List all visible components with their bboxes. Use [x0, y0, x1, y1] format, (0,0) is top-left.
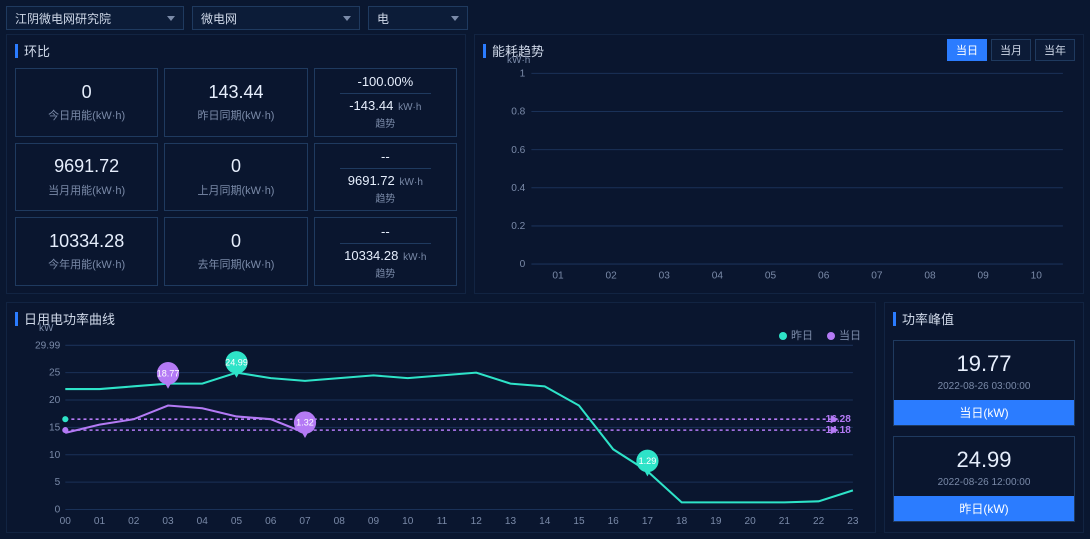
svg-text:09: 09	[978, 271, 990, 282]
svg-text:19: 19	[710, 516, 722, 527]
trend-button-1[interactable]: 当月	[991, 39, 1031, 61]
peak-title: 功率峰值	[885, 303, 1083, 332]
svg-text:15: 15	[49, 422, 61, 433]
svg-text:10: 10	[1031, 271, 1043, 282]
svg-text:20: 20	[745, 516, 757, 527]
svg-text:01: 01	[552, 271, 564, 282]
ratio-cell: 9691.72当月用能(kW·h)	[15, 143, 158, 212]
trend-button-0[interactable]: 当日	[947, 39, 987, 61]
svg-text:5: 5	[55, 477, 61, 488]
svg-text:10: 10	[402, 516, 414, 527]
power-panel: 日用电功率曲线 kW 昨日 当日 051015202529.9900010203…	[6, 302, 876, 533]
svg-text:04: 04	[712, 271, 724, 282]
power-title: 日用电功率曲线	[7, 303, 875, 332]
svg-text:0: 0	[520, 259, 526, 270]
svg-text:23: 23	[847, 516, 859, 527]
ratio-cell: 0今日用能(kW·h)	[15, 68, 158, 137]
svg-text:06: 06	[265, 516, 277, 527]
svg-text:00: 00	[60, 516, 72, 527]
type-select-value: 电	[377, 10, 389, 27]
peak-card: 19.772022-08-26 03:00:00当日(kW)	[893, 340, 1075, 426]
chevron-down-icon	[167, 16, 175, 21]
svg-text:16: 16	[608, 516, 620, 527]
chevron-down-icon	[343, 16, 351, 21]
peak-panel: 功率峰值 19.772022-08-26 03:00:00当日(kW) 24.99…	[884, 302, 1084, 533]
grid-select[interactable]: 微电网	[192, 6, 360, 30]
svg-text:02: 02	[128, 516, 140, 527]
ratio-cell: 0去年同期(kW·h)	[164, 217, 307, 286]
svg-text:14: 14	[539, 516, 551, 527]
peak-card: 24.992022-08-26 12:00:00昨日(kW)	[893, 436, 1075, 522]
svg-text:08: 08	[334, 516, 346, 527]
svg-text:05: 05	[765, 271, 777, 282]
svg-text:04: 04	[197, 516, 209, 527]
svg-text:1.29: 1.29	[639, 456, 657, 466]
svg-text:07: 07	[871, 271, 883, 282]
svg-text:13: 13	[505, 516, 517, 527]
svg-text:05: 05	[231, 516, 243, 527]
ratio-cell: 0上月同期(kW·h)	[164, 143, 307, 212]
type-select[interactable]: 电	[368, 6, 468, 30]
svg-text:11: 11	[437, 516, 448, 527]
svg-text:0: 0	[55, 505, 61, 516]
ratio-cell: --10334.28 kW·h趋势	[314, 217, 457, 286]
svg-text:20: 20	[49, 395, 61, 406]
svg-text:16.28: 16.28	[826, 414, 852, 425]
svg-text:12: 12	[471, 516, 483, 527]
svg-text:0.6: 0.6	[511, 145, 525, 156]
org-select-value: 江阴微电网研究院	[15, 10, 111, 27]
trend-panel: 能耗趋势 当日当月当年 kW·h 00.20.40.60.81010203040…	[474, 34, 1084, 294]
ratio-cell: 143.44昨日同期(kW·h)	[164, 68, 307, 137]
ratio-cell: 10334.28今年用能(kW·h)	[15, 217, 158, 286]
svg-text:1.32: 1.32	[296, 418, 314, 428]
svg-text:1: 1	[520, 68, 526, 79]
svg-text:03: 03	[162, 516, 174, 527]
svg-text:14.18: 14.18	[826, 425, 852, 436]
svg-text:01: 01	[94, 516, 106, 527]
trend-button-2[interactable]: 当年	[1035, 39, 1075, 61]
ratio-cell: -100.00%-143.44 kW·h趋势	[314, 68, 457, 137]
svg-text:09: 09	[368, 516, 380, 527]
svg-text:18.77: 18.77	[157, 368, 180, 378]
svg-text:07: 07	[299, 516, 311, 527]
svg-text:0.2: 0.2	[511, 221, 525, 232]
peak-bar[interactable]: 当日(kW)	[894, 400, 1074, 425]
svg-text:15: 15	[573, 516, 585, 527]
org-select[interactable]: 江阴微电网研究院	[6, 6, 184, 30]
svg-text:22: 22	[813, 516, 825, 527]
ratio-title: 环比	[7, 35, 465, 64]
ratio-panel: 环比 0今日用能(kW·h)143.44昨日同期(kW·h)-100.00%-1…	[6, 34, 466, 294]
svg-text:24.99: 24.99	[225, 357, 248, 367]
svg-text:08: 08	[924, 271, 936, 282]
ratio-cell: --9691.72 kW·h趋势	[314, 143, 457, 212]
svg-text:0.8: 0.8	[511, 107, 525, 118]
svg-text:29.99: 29.99	[35, 340, 61, 351]
svg-text:18: 18	[676, 516, 688, 527]
svg-text:03: 03	[659, 271, 671, 282]
grid-select-value: 微电网	[201, 10, 237, 27]
svg-text:06: 06	[818, 271, 830, 282]
peak-bar[interactable]: 昨日(kW)	[894, 496, 1074, 521]
svg-text:25: 25	[49, 368, 61, 379]
svg-text:21: 21	[779, 516, 791, 527]
chevron-down-icon	[451, 16, 459, 21]
svg-text:0.4: 0.4	[511, 183, 525, 194]
svg-text:17: 17	[642, 516, 654, 527]
svg-text:10: 10	[49, 450, 61, 461]
svg-text:02: 02	[605, 271, 617, 282]
